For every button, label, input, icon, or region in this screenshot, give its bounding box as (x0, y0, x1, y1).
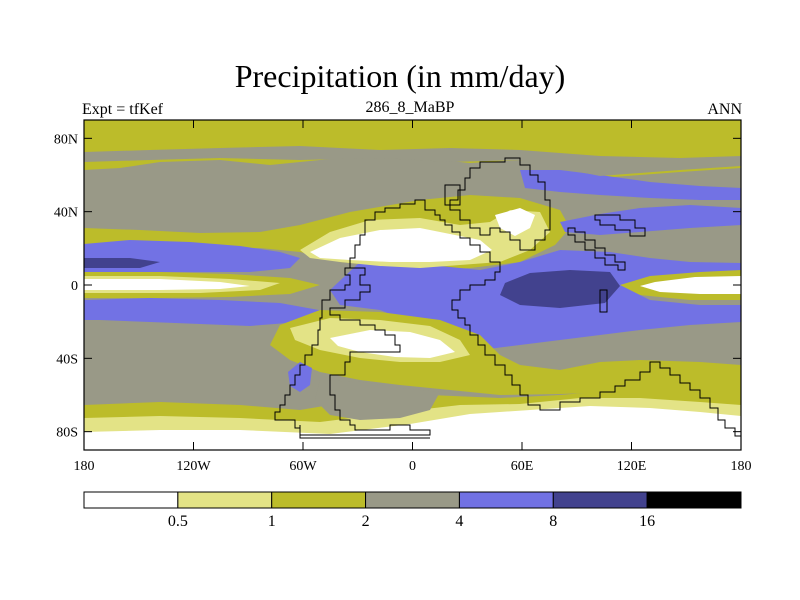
far-south-white (84, 406, 741, 450)
period-label: 286_8_MaBP (365, 99, 455, 116)
north-white-east (495, 208, 535, 236)
x-tick-label: 180 (74, 459, 95, 474)
ne-wet-patch (560, 205, 741, 235)
colorbar-label: 16 (639, 513, 655, 530)
plot-title: Precipitation (in mm/day) (234, 58, 566, 94)
map-field (84, 120, 741, 450)
colorbar-swatch (458, 491, 554, 509)
equator-white-west (84, 279, 250, 290)
colorbar-label: 4 (455, 513, 463, 530)
experiment-label: Expt = tfKef (82, 101, 163, 118)
south-dry-white (330, 330, 455, 358)
y-tick-label: 0 (71, 279, 78, 294)
south-wet-band (84, 298, 330, 326)
colorbar-swatch (552, 491, 648, 509)
y-tick-label: 40S (56, 352, 78, 367)
central-wet-core (500, 270, 620, 308)
x-tick-label: 120E (617, 459, 647, 474)
x-tick-label: 0 (409, 459, 416, 474)
far-north-grey (84, 146, 741, 176)
south-grey-inner (315, 380, 440, 420)
x-axis: 180 120W 60W 0 60E 120E 180 (74, 120, 752, 474)
colorbar-swatch (646, 491, 742, 509)
colorbar-label: 8 (549, 513, 557, 530)
colorbar-swatch (177, 491, 273, 509)
colorbar-swatch (83, 491, 179, 509)
colorbar-swatch (271, 491, 367, 509)
continent-outline (274, 157, 741, 439)
colorbar-label: 1 (268, 513, 276, 530)
ne-wet-upper (520, 170, 741, 200)
x-tick-label: 60E (511, 459, 534, 474)
x-tick-label: 180 (731, 459, 752, 474)
y-tick-label: 80S (56, 426, 78, 441)
x-tick-label: 120W (176, 459, 211, 474)
colorbar-label: 0.5 (168, 513, 188, 530)
x-tick-label: 60W (289, 459, 317, 474)
equator-white-east (640, 276, 741, 294)
y-tick-label: 40N (54, 206, 78, 221)
colorbar-swatch (365, 491, 460, 509)
y-tick-label: 80N (54, 132, 78, 147)
season-label: ANN (707, 101, 742, 118)
colorbar: 0.5 1 2 4 8 16 (83, 491, 742, 530)
colorbar-label: 2 (362, 513, 370, 530)
y-axis: 80N 40N 0 40S 80S (54, 132, 741, 441)
north-wet-core (84, 258, 160, 268)
